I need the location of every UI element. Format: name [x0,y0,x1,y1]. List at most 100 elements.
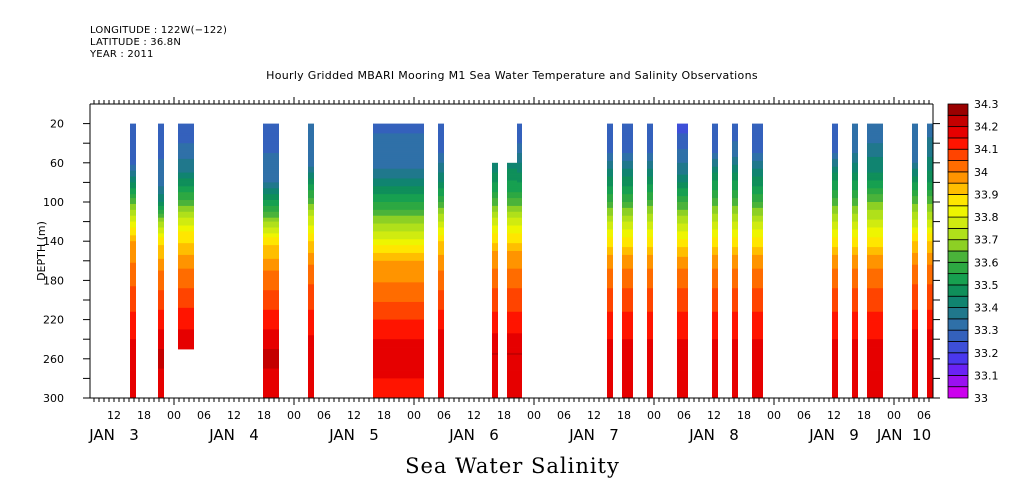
salinity-cell [263,164,279,168]
salinity-cell [130,339,136,342]
salinity-cell [158,186,164,189]
salinity-cell [732,323,738,326]
salinity-cell [517,235,522,238]
colorbar-band [947,329,969,342]
salinity-cell [178,337,194,340]
salinity-cell [912,178,918,181]
salinity-cell [438,252,444,256]
salinity-cell [130,296,136,299]
salinity-cell [927,329,933,332]
salinity-cell [308,149,314,152]
x-axis-label: Sea Water Salinity [405,454,620,478]
salinity-cell [130,392,136,395]
salinity-cell [912,264,918,268]
colorbar-label: 33.6 [974,256,999,269]
salinity-cell [927,239,933,242]
salinity-cell [732,382,738,385]
salinity-cell [752,233,763,236]
salinity-cell [263,235,279,238]
salinity-cell [622,362,633,366]
salinity-cell [607,350,613,354]
salinity-cell [712,380,718,383]
salinity-cell [517,337,522,340]
salinity-cell [927,378,933,381]
salinity-cell [832,341,838,344]
salinity-cell [732,366,738,369]
salinity-cell [308,300,314,303]
salinity-cell [647,347,653,350]
salinity-cell [852,143,858,146]
salinity-cell [130,311,136,315]
salinity-cell [912,254,918,258]
salinity-cell [507,362,517,366]
salinity-cell [912,280,918,283]
salinity-cell [867,149,883,152]
salinity-cell [867,225,883,228]
salinity-cell [158,337,164,340]
salinity-cell [438,174,444,177]
salinity-cell [677,331,688,334]
salinity-cell [438,280,444,283]
salinity-cell [130,202,136,205]
salinity-cell [852,249,858,252]
salinity-cell [712,254,718,258]
salinity-cell [927,241,933,244]
salinity-cell [308,307,314,311]
salinity-cell [712,252,718,256]
x-tick-label: 06 [437,409,451,422]
salinity-cell [438,290,444,293]
salinity-cell [507,288,517,291]
salinity-cell [373,243,424,246]
salinity-cell [517,296,522,299]
salinity-cell [732,266,738,270]
salinity-cell [263,133,279,136]
salinity-cell [492,166,498,170]
salinity-cell [732,298,738,301]
salinity-cell [263,254,279,258]
salinity-cell [927,133,933,136]
salinity-cell [752,200,763,203]
data-column [712,123,718,399]
salinity-cell [677,137,688,140]
salinity-cell [927,360,933,364]
salinity-cell [308,243,314,246]
salinity-cell [308,233,314,236]
salinity-cell [867,378,883,381]
salinity-cell [867,139,883,142]
salinity-cell [712,390,718,393]
salinity-cell [263,209,279,213]
salinity-cell [263,190,279,193]
salinity-cell [607,241,613,244]
salinity-cell [507,278,517,281]
salinity-cell [867,186,883,189]
salinity-cell [263,307,279,311]
salinity-cell [438,168,444,172]
salinity-cell [178,215,194,219]
salinity-cell [622,315,633,319]
salinity-cell [622,319,633,322]
salinity-cell [178,149,194,152]
salinity-cell [158,282,164,285]
salinity-cell [852,207,858,211]
salinity-cell [308,239,314,242]
salinity-cell [308,151,314,154]
salinity-cell [178,335,194,338]
salinity-cell [647,154,653,158]
salinity-cell [130,352,136,356]
salinity-cell [832,321,838,324]
salinity-cell [677,207,688,211]
salinity-cell [867,356,883,360]
salinity-cell [712,396,718,399]
salinity-cell [832,288,838,291]
salinity-cell [263,162,279,166]
salinity-cell [677,194,688,197]
salinity-cell [832,278,838,281]
salinity-cell [492,266,498,270]
salinity-cell [492,231,498,234]
salinity-cell [622,188,633,191]
salinity-cell [607,198,613,201]
salinity-cell [622,352,633,356]
data-column [867,123,883,399]
salinity-cell [732,280,738,283]
salinity-cell [852,180,858,183]
